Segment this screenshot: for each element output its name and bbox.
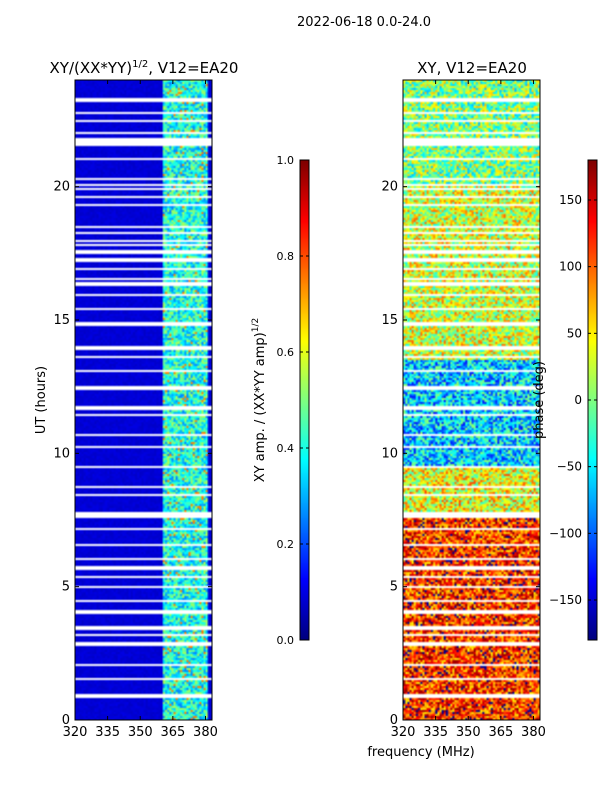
left-axes: 320 335 350 365 380 0 5 10 15 20 — [53, 80, 218, 740]
colorbar-tick-label: 50 — [567, 326, 582, 340]
colorbar-tick-label: 0.6 — [277, 346, 295, 359]
amplitude-colorbar-label: XY amp. / (XX*YY amp)1/2 — [251, 318, 268, 482]
amplitude-colorbar-frame — [299, 159, 310, 641]
y-tick-label: 20 — [381, 180, 398, 195]
right-plot-frame — [402, 79, 541, 721]
colorbar-tick-label: −50 — [557, 460, 582, 474]
y-tick-label: 10 — [381, 446, 398, 461]
y-tick-label: 15 — [381, 313, 398, 328]
left-plot-title: XY/(XX*YY)1/2, V12=EA20 — [50, 59, 239, 77]
right-plot-title: XY, V12=EA20 — [417, 59, 527, 77]
x-tick-label: 320 — [391, 725, 416, 740]
shared-xlabel: frequency (MHz) — [367, 745, 474, 760]
y-tick-label: 0 — [62, 713, 70, 728]
phase-colorbar — [588, 160, 597, 640]
colorbar-tick-label: 1.0 — [277, 154, 295, 167]
y-tick-label: 20 — [53, 180, 70, 195]
amplitude-colorbar-ticks: 0.0 0.2 0.4 0.6 0.8 1.0 — [277, 154, 309, 647]
left-plot-frame — [74, 79, 213, 721]
y-tick-label: 15 — [53, 313, 70, 328]
x-tick-label: 350 — [128, 725, 153, 740]
phase-colorbar-ticks: −150 −100 −50 0 50 100 150 — [549, 193, 597, 607]
colorbar-tick-label: −150 — [549, 593, 582, 607]
x-tick-label: 350 — [456, 725, 481, 740]
right-axes: 320 335 350 365 380 0 5 10 15 20 — [381, 80, 546, 740]
colorbar-tick-label: 0.8 — [277, 250, 295, 263]
x-tick-label: 380 — [193, 725, 218, 740]
y-tick-label: 10 — [53, 446, 70, 461]
x-tick-label: 335 — [423, 725, 448, 740]
y-tick-label: 5 — [62, 580, 70, 595]
colorbar-tick-label: 0.2 — [277, 538, 295, 551]
left-heatmap-image — [75, 80, 212, 720]
amplitude-colorbar — [300, 160, 309, 640]
y-tick-label: 0 — [390, 713, 398, 728]
x-tick-label: 380 — [521, 725, 546, 740]
x-tick-label: 365 — [160, 725, 185, 740]
colorbar-tick-label: 150 — [559, 193, 582, 207]
figure-suptitle: 2022-06-18 0.0-24.0 — [297, 15, 431, 30]
colorbar-tick-label: 0 — [574, 393, 582, 407]
colorbar-tick-label: 100 — [559, 260, 582, 274]
colorbar-tick-label: 0.0 — [277, 634, 295, 647]
right-heatmap-image — [403, 80, 540, 720]
x-tick-label: 365 — [488, 725, 513, 740]
colorbar-tick-label: −100 — [549, 526, 582, 540]
colorbar-tick-label: 0.4 — [277, 442, 295, 455]
x-tick-label: 320 — [63, 725, 88, 740]
left-ylabel: UT (hours) — [34, 366, 49, 434]
x-tick-label: 335 — [95, 725, 120, 740]
y-tick-label: 5 — [390, 580, 398, 595]
phase-colorbar-label: phase (deg) — [532, 361, 547, 439]
